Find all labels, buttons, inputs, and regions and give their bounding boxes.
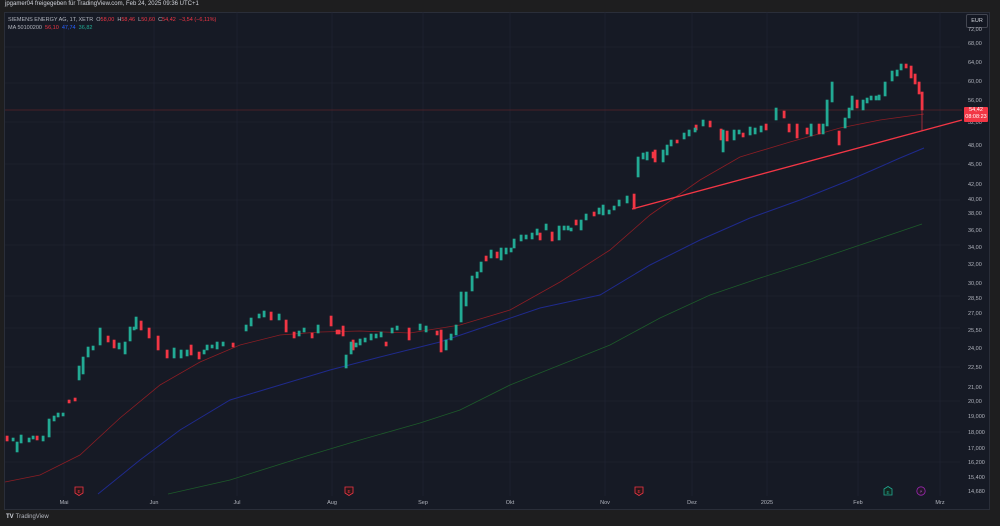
- ma50-line: [4, 113, 925, 483]
- ma50-value: 56,10: [45, 25, 59, 31]
- bar-countdown: 08:08:23: [965, 114, 987, 120]
- share-header: jpgamer04 freigegeben für TradingView.co…: [0, 0, 1000, 12]
- earnings-marker-nov[interactable]: E: [634, 486, 644, 496]
- legend-symbol-row: SIEMENS ENERGY AG, 1T, XETR O58,00 H58,4…: [8, 17, 217, 23]
- ma200-line: [167, 223, 923, 495]
- svg-text:E: E: [637, 489, 640, 494]
- trendline[interactable]: [631, 119, 963, 210]
- symbol-name: SIEMENS ENERGY AG, 1T, XETR: [8, 17, 94, 23]
- grid-lines: [5, 12, 960, 496]
- earnings-marker-feb[interactable]: E: [883, 486, 893, 496]
- split-marker-feb[interactable]: ⚡: [916, 486, 926, 496]
- change-value: −3,54 (−6,11%): [178, 17, 217, 23]
- chart-pane[interactable]: [4, 12, 990, 510]
- brand-name: TradingView: [15, 514, 49, 520]
- open-value: 58,00: [100, 17, 115, 23]
- earnings-marker-aug[interactable]: E: [344, 486, 354, 496]
- ma200-value: 36,82: [78, 25, 93, 31]
- tv-logo-icon: TV: [6, 514, 14, 520]
- tradingview-branding: TV TradingView: [6, 514, 49, 520]
- currency-button[interactable]: EUR: [966, 14, 988, 28]
- last-price: 54,42: [969, 107, 983, 113]
- earnings-marker-mai[interactable]: E: [74, 486, 84, 496]
- legend-ma-row[interactable]: MA 50100200 56,10 47,74 36,82: [8, 24, 216, 32]
- low-value: 50,60: [141, 17, 155, 23]
- last-price-tag: 54,42 08:08:23: [964, 107, 988, 122]
- ma-label: MA 50100200: [8, 25, 42, 31]
- chart-legend: SIEMENS ENERGY AG, 1T, XETR O58,00 H58,4…: [8, 16, 216, 32]
- svg-text:E: E: [347, 489, 350, 494]
- close-value: 54,42: [162, 17, 176, 23]
- ma100-value: 47,74: [61, 25, 76, 31]
- svg-text:⚡: ⚡: [919, 489, 922, 495]
- candles: [5, 63, 924, 453]
- high-value: 58,46: [121, 17, 136, 23]
- share-text: jpgamer04 freigegeben für TradingView.co…: [5, 1, 199, 7]
- ma100-line: [97, 147, 925, 495]
- svg-text:E: E: [886, 490, 889, 495]
- svg-text:E: E: [77, 489, 80, 494]
